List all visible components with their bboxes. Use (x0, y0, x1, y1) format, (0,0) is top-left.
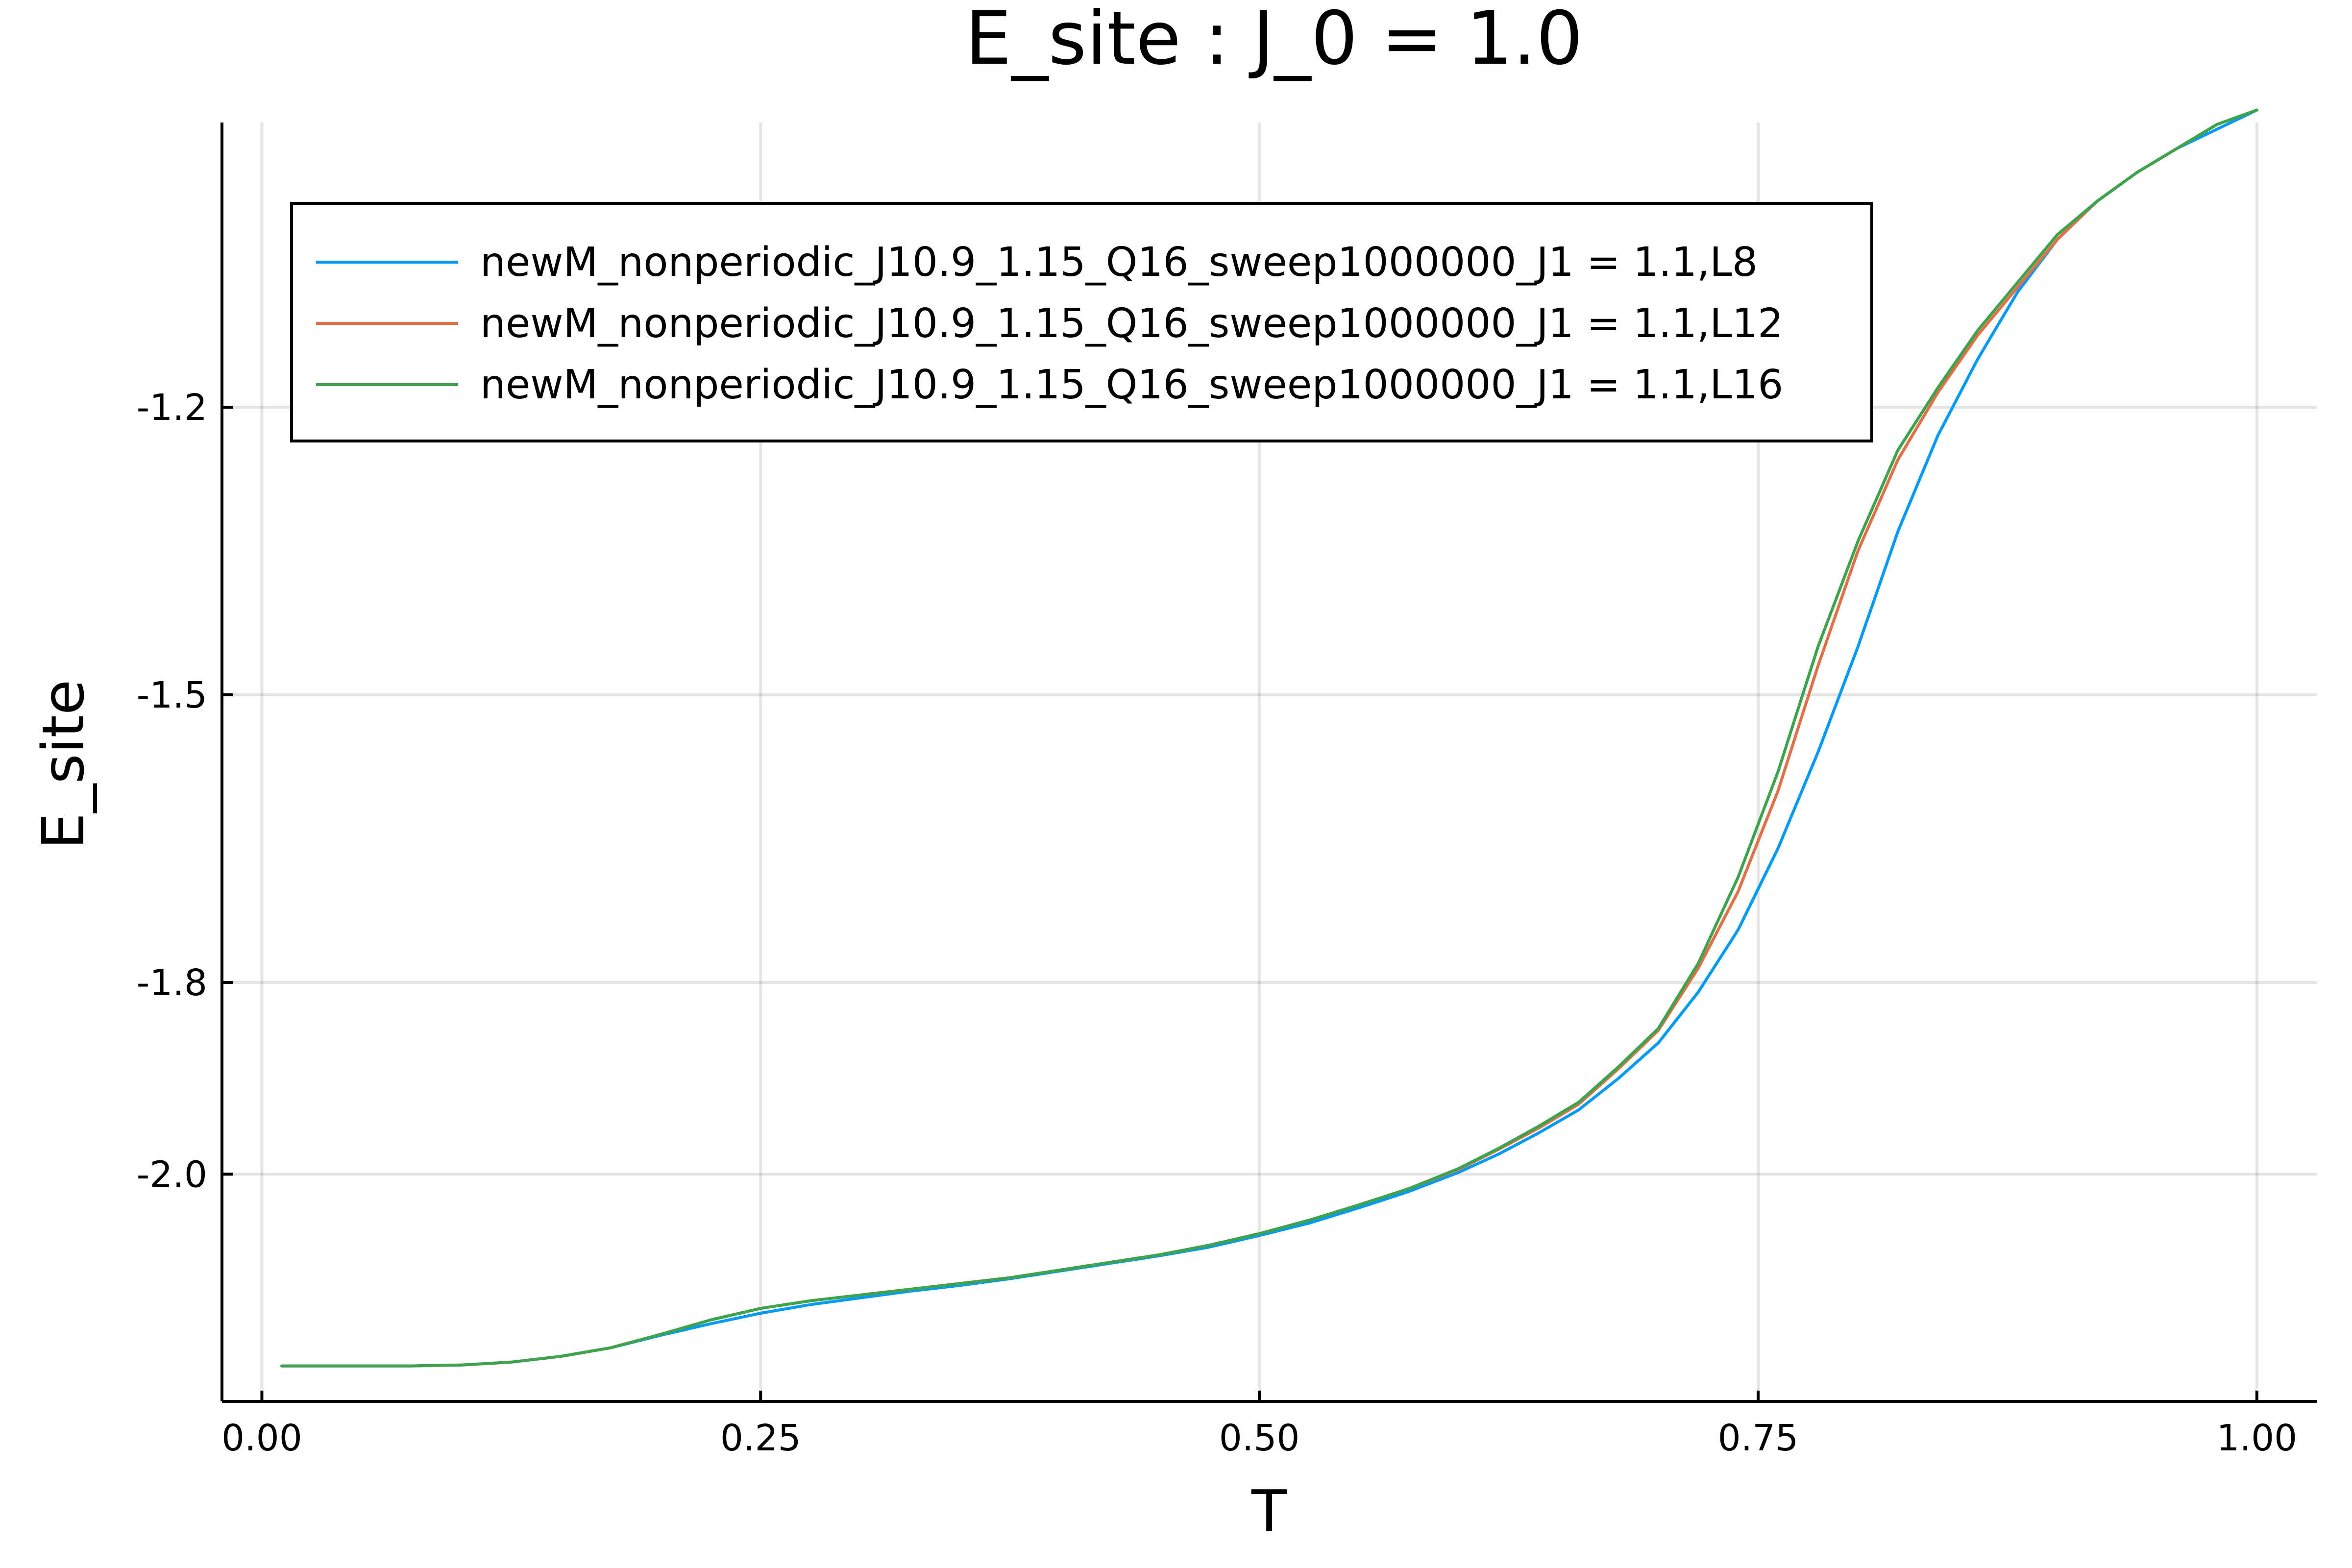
y-tick-label: -1.5 (137, 674, 207, 716)
y-tick-label: -1.2 (137, 387, 207, 429)
legend-label: newM_nonperiodic_J10.9_1.15_Q16_sweep100… (480, 362, 1783, 408)
series-lines (280, 108, 2258, 1368)
x-axis-ticks: 0.00 0.25 0.50 0.75 1.00 (221, 1391, 2297, 1459)
x-tick-label: 0.50 (1219, 1417, 1300, 1459)
legend-label: newM_nonperiodic_J10.9_1.15_Q16_sweep100… (480, 239, 1758, 286)
y-axis-title: E_site (29, 680, 97, 850)
legend-item: newM_nonperiodic_J10.9_1.15_Q16_sweep100… (316, 362, 1783, 408)
x-axis-title: T (1251, 1477, 1287, 1545)
legend-item: newM_nonperiodic_J10.9_1.15_Q16_sweep100… (316, 300, 1783, 347)
y-tick-label: -1.8 (137, 962, 207, 1004)
x-tick-label: 1.00 (2216, 1417, 2297, 1459)
legend-frame (290, 202, 1873, 442)
legend: newM_nonperiodic_J10.9_1.15_Q16_sweep100… (290, 202, 1873, 442)
legend-label: newM_nonperiodic_J10.9_1.15_Q16_sweep100… (480, 300, 1783, 347)
series-line-3 (280, 108, 2258, 1368)
y-axis-ticks: -2.0 -1.8 -1.5 -1.2 (137, 387, 233, 1196)
x-tick-label: 0.75 (1718, 1417, 1799, 1459)
legend-item: newM_nonperiodic_J10.9_1.15_Q16_sweep100… (316, 239, 1758, 286)
x-tick-label: 0.00 (221, 1417, 302, 1459)
chart-title: E_site : J_0 = 1.0 (965, 0, 1583, 81)
y-tick-label: -2.0 (137, 1153, 207, 1196)
x-tick-label: 0.25 (720, 1417, 801, 1459)
